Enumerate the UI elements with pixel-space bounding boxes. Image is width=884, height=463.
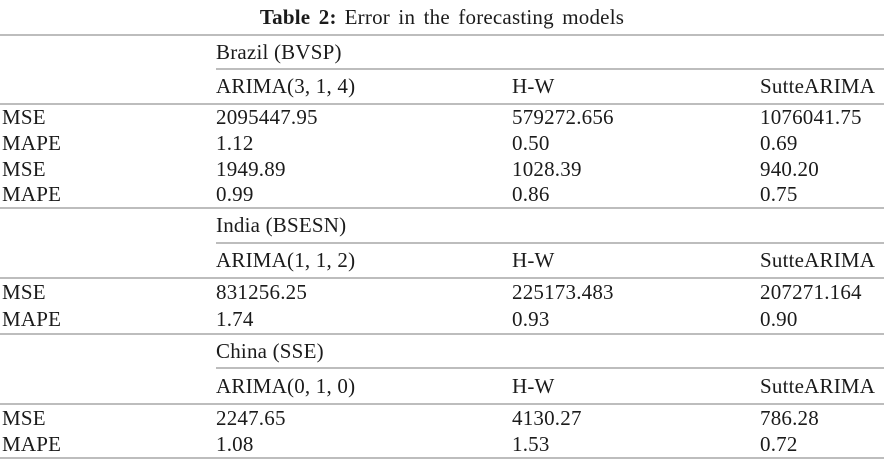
- forecast-error-table: Brazil (BVSP) ARIMA(3, 1, 4) H-W SutteAR…: [0, 34, 884, 459]
- metric-value: 4130.27: [512, 405, 582, 430]
- table-row: Brazil (BVSP): [0, 35, 884, 70]
- table-row: ARIMA(3, 1, 4) H-W SutteARIMA: [0, 69, 884, 105]
- section-label-china: China (SSE): [216, 334, 884, 369]
- metric-label: MAPE: [0, 306, 216, 335]
- table-row: MAPE 1.74 0.93 0.90: [0, 306, 884, 335]
- metric-value: 0.93: [512, 306, 760, 335]
- metric-value: 831256.25: [216, 280, 308, 304]
- metric-value: 207271.164: [760, 280, 862, 304]
- column-header-model: ARIMA(1, 1, 2): [216, 243, 512, 279]
- metric-label: MAPE: [0, 431, 216, 459]
- table-caption-number: Table 2:: [259, 5, 337, 29]
- metric-label: MSE: [2, 156, 46, 181]
- column-header-model: ARIMA(0, 1, 0): [216, 368, 512, 405]
- metric-value: 2095447.95: [216, 105, 318, 129]
- metric-label: MSE: [2, 405, 46, 430]
- table-row: China (SSE): [0, 334, 884, 369]
- column-header-hw: H-W: [512, 368, 760, 405]
- table-row: MSE 2095447.95 579272.656 1076041.75: [0, 104, 884, 130]
- table-caption-text: Error in the forecasting models: [344, 5, 625, 29]
- empty-cell: [0, 208, 216, 243]
- metric-value: 2247.65: [216, 405, 286, 430]
- metric-value: 1.53: [512, 431, 760, 459]
- metric-value: 1.12: [216, 130, 254, 155]
- empty-cell: [0, 243, 216, 279]
- metric-value: 1028.39: [512, 156, 582, 181]
- empty-cell: [0, 368, 216, 405]
- metric-value: 786.28: [760, 405, 819, 430]
- metric-value: 1.08: [216, 431, 512, 459]
- metric-value: 1076041.75: [760, 105, 862, 129]
- column-header-hw: H-W: [512, 69, 760, 105]
- column-header-suttearima: SutteARIMA: [760, 243, 884, 279]
- column-header-hw: H-W: [512, 243, 760, 279]
- table-row: ARIMA(0, 1, 0) H-W SutteARIMA: [0, 368, 884, 405]
- table-row: MAPE 1.12 0.50 0.69: [0, 130, 884, 156]
- metric-value: 225173.483: [512, 280, 614, 304]
- section-india: India (BSESN) ARIMA(1, 1, 2) H-W SutteAR…: [0, 208, 884, 335]
- metric-value: 940.20: [760, 156, 819, 181]
- metric-value: 0.86: [512, 182, 760, 209]
- section-label-india: India (BSESN): [216, 208, 884, 244]
- metric-label: MAPE: [2, 130, 62, 155]
- empty-cell: [0, 35, 216, 69]
- metric-label: MAPE: [0, 182, 216, 209]
- column-header-model: ARIMA(3, 1, 4): [216, 69, 512, 105]
- table-row: MSE 831256.25 225173.483 207271.164: [0, 278, 884, 306]
- column-header-suttearima: SutteARIMA: [760, 368, 884, 405]
- table-row: MSE 2247.65 4130.27 786.28: [0, 404, 884, 431]
- metric-value: 0.72: [760, 431, 884, 459]
- metric-value: 0.75: [760, 182, 884, 209]
- metric-value: 0.69: [760, 130, 798, 155]
- metric-value: 579272.656: [512, 105, 614, 129]
- empty-cell: [0, 334, 216, 368]
- table-row: MAPE 1.08 1.53 0.72: [0, 431, 884, 459]
- table-row: ARIMA(1, 1, 2) H-W SutteARIMA: [0, 243, 884, 279]
- metric-value: 1.74: [216, 306, 512, 335]
- metric-label: MSE: [2, 105, 46, 129]
- column-header-suttearima: SutteARIMA: [760, 69, 884, 105]
- table-row: MSE 1949.89 1028.39 940.20: [0, 156, 884, 182]
- table-caption: Table 2: Error in the forecasting models: [0, 0, 884, 34]
- metric-value: 1949.89: [216, 156, 286, 181]
- section-china: China (SSE) ARIMA(0, 1, 0) H-W SutteARIM…: [0, 334, 884, 459]
- section-brazil: Brazil (BVSP) ARIMA(3, 1, 4) H-W SutteAR…: [0, 35, 884, 209]
- section-label-brazil: Brazil (BVSP): [216, 35, 884, 70]
- metric-label: MSE: [2, 280, 46, 304]
- metric-value: 0.99: [216, 182, 512, 209]
- metric-value: 0.90: [760, 306, 884, 335]
- metric-value: 0.50: [512, 130, 550, 155]
- empty-cell: [0, 69, 216, 105]
- table-row: MAPE 0.99 0.86 0.75: [0, 182, 884, 209]
- table-row: India (BSESN): [0, 208, 884, 244]
